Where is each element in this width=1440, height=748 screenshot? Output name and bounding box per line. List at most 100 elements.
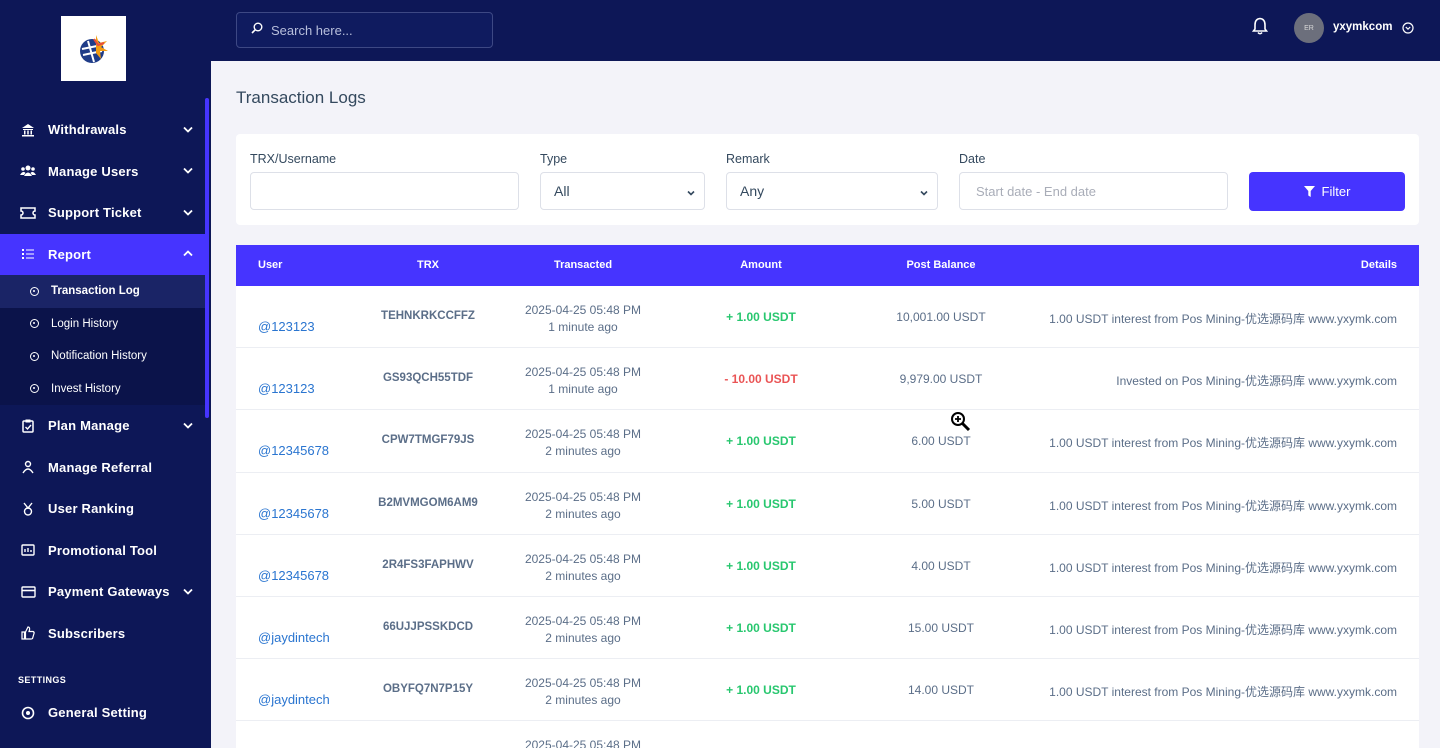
trx-code: 66UJJPSSKDCD <box>382 620 474 633</box>
table-row: @123123 TEHNKRKCCFFZ + 1.00 USDT 10,001.00 … <box>236 286 1419 349</box>
sidebar-item-withdrawals[interactable]: Withdrawals <box>0 109 205 151</box>
sidebar: Withdrawals Manage Users Support Ticket … <box>0 0 211 748</box>
date-label: Date <box>959 152 986 166</box>
circle-dot-icon <box>30 384 39 394</box>
trx-username-input[interactable] <box>250 172 519 210</box>
trx-code: GS93QCH55TDF <box>382 372 474 385</box>
bell-icon[interactable] <box>1251 17 1269 40</box>
sidebar-subitem-invest-history[interactable]: Invest History <box>0 373 205 406</box>
details-text: 1.00 USDT interest from Pos Mining-优选源码库… <box>1049 560 1397 575</box>
circle-dot-icon <box>30 319 39 329</box>
trx-code: B2MVMGOM6AM9 <box>378 496 478 509</box>
sidebar-item-user-ranking[interactable]: User Ranking <box>0 488 205 530</box>
bank-icon <box>20 122 36 138</box>
sidebar-subitem-login-history[interactable]: Login History <box>0 308 205 341</box>
transacted-cell: 2025-04-25 05:48 PM 2 minutes ago <box>508 489 658 523</box>
circle-dot-icon <box>30 286 39 296</box>
logo[interactable] <box>61 16 126 81</box>
table-row: @jaydintech 66UJJPSSKDCD + 1.00 USDT 15.00 … <box>236 597 1419 660</box>
chevron-down-icon <box>183 586 193 597</box>
sidebar-item-subscribers[interactable]: Subscribers <box>0 613 205 655</box>
transacted-ago: 2 minutes ago <box>545 693 621 708</box>
table-row: @12345678 B2MVMGOM6AM9 + 1.00 USDT 5.00 USD… <box>236 473 1419 535</box>
sidebar-item-promotional-tool[interactable]: Promotional Tool <box>0 530 205 572</box>
chevron-down-circle-icon[interactable] <box>1402 21 1414 39</box>
date-range-placeholder: Start date - End date <box>976 183 1096 199</box>
sidebar-item-report[interactable]: Report <box>0 233 205 275</box>
remark-label: Remark <box>726 152 770 166</box>
search-input[interactable] <box>271 22 481 38</box>
trx-code: CPW7TMGF79JS <box>381 434 475 447</box>
sidebar-item-label: Promotional Tool <box>48 542 158 558</box>
chevron-down-icon <box>183 420 193 431</box>
sidebar-item-support-ticket[interactable]: Support Ticket <box>0 192 205 234</box>
remark-select[interactable]: Any <box>726 172 938 210</box>
date-range-input[interactable]: Start date - End date <box>959 172 1228 210</box>
sidebar-subitem-label: Transaction Log <box>51 285 140 298</box>
transacted-date: 2025-04-25 05:48 PM <box>524 738 642 748</box>
transacted-ago: 1 minute ago <box>548 382 618 397</box>
remark-select-value: Any <box>740 183 765 199</box>
avatar[interactable]: ER <box>1294 13 1324 43</box>
transacted-date: 2025-04-25 05:48 PM <box>524 613 642 628</box>
header-trx: TRX <box>417 259 439 271</box>
chevron-down-icon <box>183 124 193 135</box>
post-balance: 4.00 USDT <box>911 558 971 573</box>
users-icon <box>20 163 36 179</box>
table-header: User TRX Transacted Amount Post Balance … <box>236 245 1419 286</box>
user-link[interactable]: @jaydintech <box>258 692 330 708</box>
sidebar-scrollbar[interactable] <box>205 98 209 418</box>
transacted-date: 2025-04-25 05:48 PM <box>524 551 642 566</box>
sidebar-subitem-label: Login History <box>51 317 119 330</box>
trx-code: TEHNKRKCCFFZ <box>381 310 475 322</box>
sidebar-item-label: Withdrawals <box>48 122 127 138</box>
details-text: 1.00 USDT interest from Pos Mining-优选源码库… <box>1049 685 1397 700</box>
transacted-date: 2025-04-25 05:48 PM <box>524 303 642 317</box>
sidebar-item-general-setting[interactable]: General Setting <box>0 692 205 734</box>
sidebar-item-manage-users[interactable]: Manage Users <box>0 151 205 193</box>
user-link[interactable]: @123123 <box>258 381 315 397</box>
chevron-down-icon <box>919 185 929 201</box>
amount-value: + 1.00 USDT <box>726 496 796 511</box>
amount-value: + 1.00 USDT <box>726 434 796 449</box>
username-label[interactable]: yxymkcom <box>1333 21 1393 33</box>
circle-dot-icon <box>30 351 39 361</box>
chevron-down-icon <box>686 185 696 201</box>
user-link[interactable]: @12345678 <box>258 567 330 583</box>
zoom-cursor-icon <box>950 411 972 438</box>
sidebar-item-label: Support Ticket <box>48 205 142 221</box>
type-select[interactable]: All <box>540 172 705 210</box>
filter-button-label: Filter <box>1321 184 1351 199</box>
sidebar-subitem-notification-history[interactable]: Notification History <box>0 340 205 373</box>
sidebar-subitem-transaction-log[interactable]: Transaction Log <box>0 275 205 308</box>
details-text: 1.00 USDT interest from Pos Mining-优选源码库… <box>1049 312 1397 326</box>
details-text: 1.00 USDT interest from Pos Mining-优选源码库… <box>1049 436 1397 451</box>
header-details: Details <box>1360 259 1397 271</box>
referral-icon <box>20 459 36 475</box>
filter-button[interactable]: Filter <box>1249 172 1405 211</box>
sidebar-subitem-label: Notification History <box>51 350 147 363</box>
user-link[interactable]: @12345678 <box>258 505 330 521</box>
user-link[interactable]: @jaydintech <box>258 629 330 645</box>
sidebar-item-label: User Ranking <box>48 501 135 517</box>
sidebar-item-plan-manage[interactable]: Plan Manage <box>0 405 205 447</box>
transacted-ago: 2 minutes ago <box>545 506 621 521</box>
promo-icon <box>20 542 36 558</box>
sidebar-item-manage-referral[interactable]: Manage Referral <box>0 447 205 489</box>
user-link[interactable]: @123123 <box>258 319 315 334</box>
transacted-ago: 2 minutes ago <box>545 630 621 645</box>
transacted-cell: 2025-04-25 05:48 PM 2 minutes ago <box>508 675 658 709</box>
search-icon <box>251 21 263 39</box>
topbar: ER yxymkcom <box>211 0 1440 61</box>
transactions-table: User TRX Transacted Amount Post Balance … <box>236 245 1419 748</box>
amount-value: + 1.00 USDT <box>726 310 796 324</box>
table-body: @123123 TEHNKRKCCFFZ + 1.00 USDT 10,001.00 … <box>236 286 1419 748</box>
logo-icon <box>79 34 108 63</box>
transacted-cell: 2025-04-25 05:48 PM 1 minute ago <box>508 364 658 398</box>
thumbs-up-icon <box>20 625 36 641</box>
sidebar-item-payment-gateways[interactable]: Payment Gateways <box>0 571 205 613</box>
table-row: @jaydintech OBYFQ7N7P15Y + 1.00 USDT 14.00 … <box>236 659 1419 722</box>
transacted-cell: 2025-04-25 05:48 PM 1 minute ago <box>508 302 658 336</box>
trx-code: 2R4FS3FAPHWV <box>382 558 474 571</box>
user-link[interactable]: @12345678 <box>258 443 330 459</box>
